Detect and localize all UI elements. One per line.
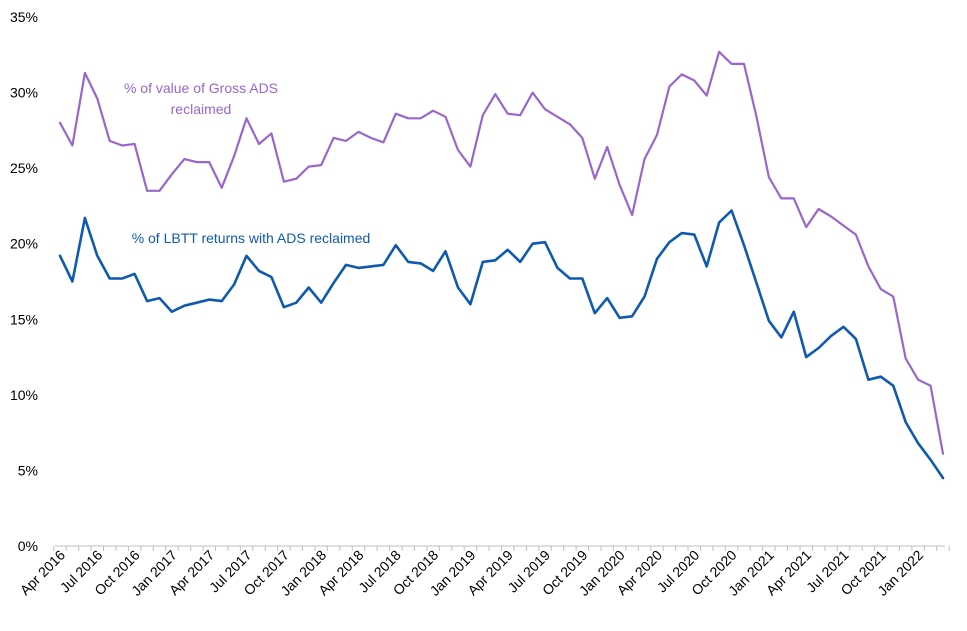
y-tick-label: 15%: [10, 311, 38, 327]
y-tick-label: 0%: [18, 538, 38, 554]
series-labels: % of value of Gross ADS reclaimed % of LBT…: [124, 80, 370, 246]
series-label-0: reclaimed: [171, 101, 232, 117]
y-tick-label: 20%: [10, 236, 38, 252]
series-label-0: % of value of Gross ADS: [124, 80, 278, 96]
series-line-1: [58, 209, 945, 480]
series-label-1: % of LBTT returns with ADS reclaimed: [132, 230, 371, 246]
series-lines: [58, 50, 945, 480]
x-axis-tick-marks: [53, 546, 950, 551]
y-axis-tick-labels: 0% 5% 10% 15% 20% 25% 30% 35%: [10, 9, 38, 554]
y-tick-label: 25%: [10, 160, 38, 176]
y-tick-label: 35%: [10, 9, 38, 25]
series-line-0: [58, 50, 945, 455]
x-tick-label: Apr 2016: [17, 547, 69, 599]
y-tick-label: 5%: [18, 462, 38, 478]
y-tick-label: 30%: [10, 85, 38, 101]
y-tick-label: 10%: [10, 387, 38, 403]
